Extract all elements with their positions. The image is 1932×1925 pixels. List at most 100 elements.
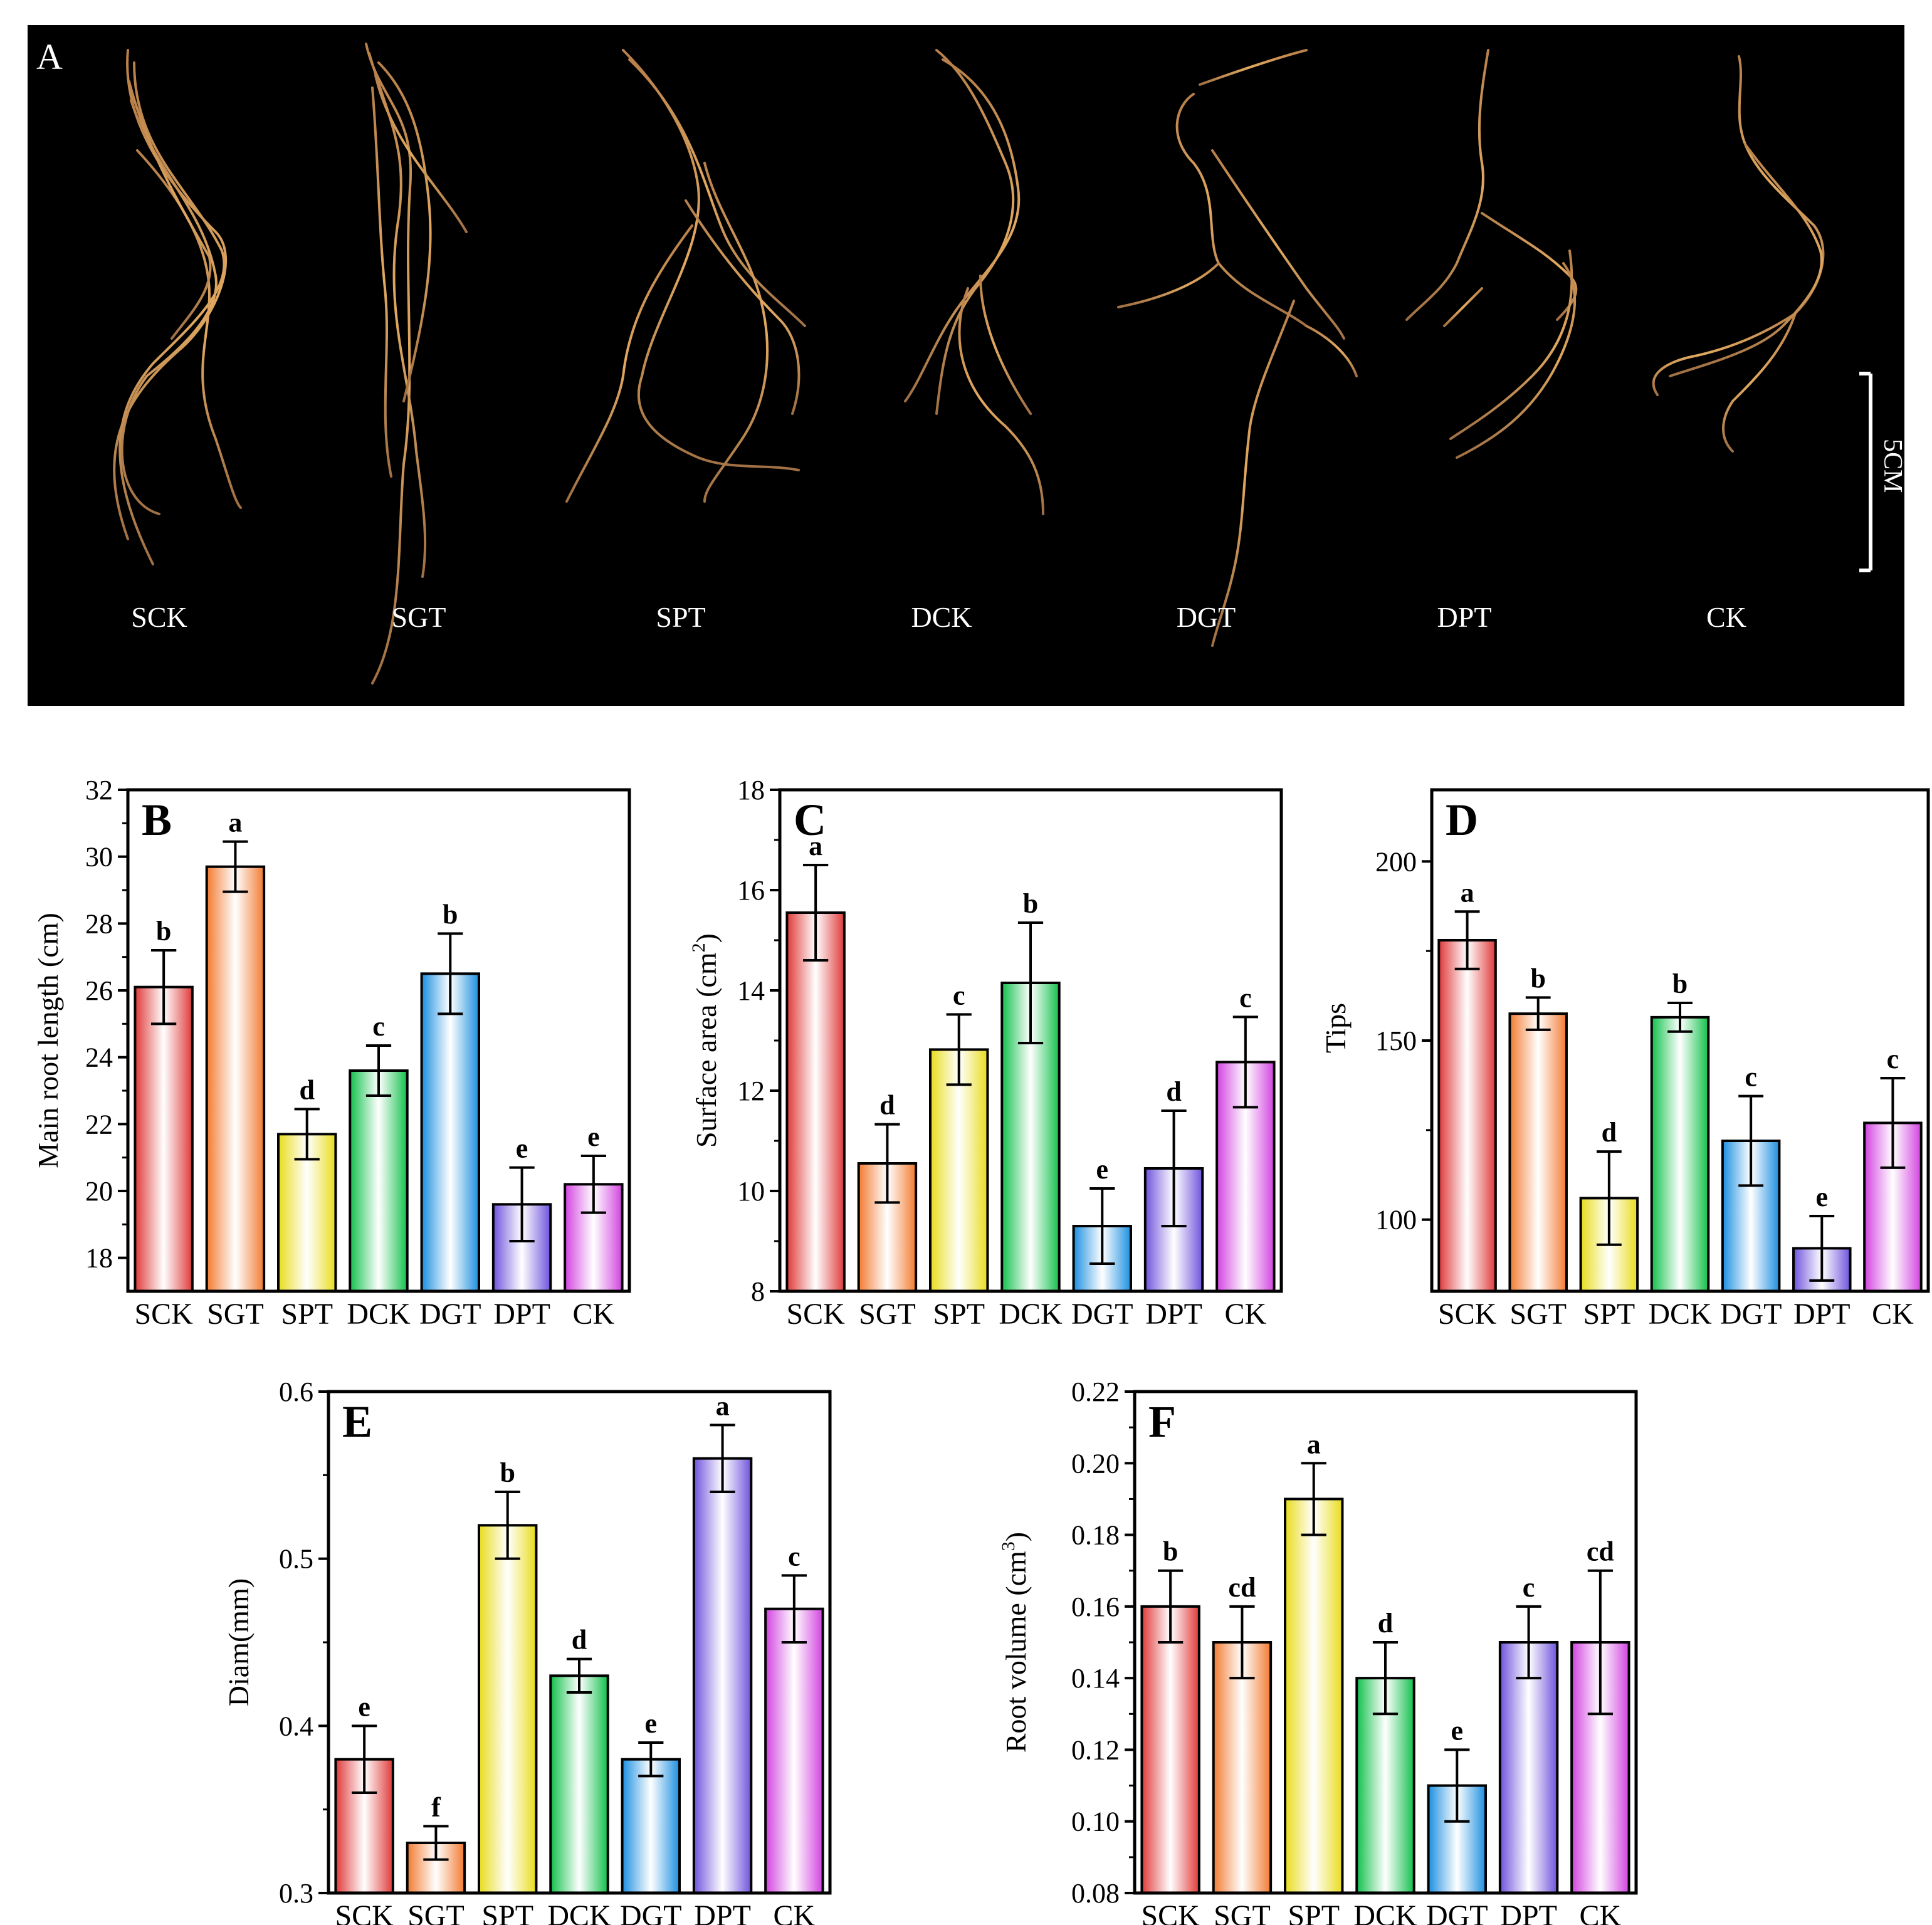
x-tick-label: SPT: [281, 1298, 333, 1331]
x-tick-label: SPT: [1288, 1899, 1340, 1925]
y-tick-label: 18: [737, 775, 765, 805]
y-tick-label: 12: [737, 1076, 765, 1106]
root-specimen-2: [365, 43, 468, 685]
x-tick-label: SPT: [1583, 1298, 1635, 1331]
significance-letter: d: [1378, 1608, 1393, 1639]
x-tick-label: DPT: [1145, 1298, 1202, 1331]
y-tick-label: 0.14: [1071, 1663, 1120, 1694]
x-tick-label: DGT: [620, 1899, 682, 1925]
photo-sample-label: SPT: [656, 601, 705, 633]
significance-letter: b: [1163, 1536, 1178, 1567]
y-tick-label: 0.3: [279, 1878, 313, 1909]
bar-dgt: [621, 1758, 681, 1895]
photo-sample-label: DCK: [911, 601, 972, 633]
y-tick-label: 24: [85, 1042, 113, 1073]
x-tick-label: SCK: [134, 1298, 193, 1331]
significance-letter: e: [587, 1121, 600, 1152]
x-tick-label: CK: [573, 1298, 615, 1331]
x-tick-label: DCK: [547, 1899, 611, 1925]
bar-dpt: [1143, 1167, 1204, 1293]
panel-letter: D: [1446, 795, 1478, 845]
photo-panel-label: A: [36, 36, 63, 77]
significance-letter: c: [1887, 1044, 1899, 1074]
photo-sample-label: DGT: [1177, 601, 1236, 633]
x-tick-label: SPT: [933, 1298, 985, 1331]
y-axis-label: Surface area (cm2): [688, 933, 722, 1148]
y-tick-label: 0.4: [279, 1711, 313, 1741]
y-tick-label: 100: [1375, 1205, 1417, 1235]
significance-letter: e: [1451, 1715, 1464, 1746]
x-tick-label: SCK: [1438, 1298, 1497, 1331]
significance-letter: b: [1530, 963, 1545, 994]
bar-sck: [785, 911, 846, 1293]
x-tick-label: SGT: [1214, 1899, 1271, 1925]
y-tick-label: 0.6: [279, 1377, 313, 1407]
chart-panel-d: a SCK b SGT d SPT b DCK c DGT e DPT c CK 100 150 200 D Tip…: [1320, 788, 1930, 1331]
y-tick-label: 0.12: [1071, 1734, 1120, 1765]
root-photo-panel: A: [28, 25, 1907, 706]
bar-spt: [1284, 1498, 1344, 1894]
bar-sgt: [205, 865, 266, 1293]
x-tick-label: CK: [1225, 1298, 1267, 1331]
x-tick-label: DPT: [1500, 1899, 1557, 1925]
bar-sck: [134, 985, 194, 1293]
x-tick-label: SCK: [335, 1899, 394, 1925]
y-axis-label: Root volume (cm3): [998, 1532, 1032, 1753]
significance-letter: a: [228, 807, 242, 838]
significance-letter: e: [1096, 1154, 1109, 1185]
significance-letter: c: [372, 1011, 385, 1042]
chart-panel-e: e SCK f SGT b SPT d DCK e DGT a DPT c CK 0.3 0.4 0.5 0.6 E…: [223, 1377, 832, 1925]
significance-letter: e: [645, 1708, 658, 1739]
root-specimen-3: [565, 49, 806, 503]
y-tick-label: 0.16: [1071, 1592, 1120, 1622]
x-tick-label: DGT: [419, 1298, 481, 1331]
y-axis-label-superscript: 2: [688, 943, 709, 952]
significance-letter: c: [1745, 1062, 1757, 1093]
x-tick-label: SGT: [859, 1298, 916, 1331]
significance-letter: d: [572, 1625, 587, 1655]
bar-dgt: [420, 972, 480, 1293]
x-tick-label: SCK: [786, 1298, 845, 1331]
bar-spt: [478, 1524, 538, 1895]
y-tick-label: 22: [85, 1109, 113, 1140]
scale-bar: [1859, 372, 1872, 572]
chart-panel-c: a SCK d SGT c SPT b DCK e DGT d DPT c CK 8 10 12 14 16 18 C S…: [688, 775, 1283, 1331]
root-specimen-6: [1405, 49, 1578, 459]
y-axis-label-end: ): [690, 933, 722, 943]
y-tick-label: 16: [737, 875, 765, 906]
x-tick-label: DPT: [1793, 1298, 1851, 1331]
y-tick-label: 8: [751, 1276, 765, 1307]
scale-bar-label: 5CM: [1878, 439, 1904, 493]
significance-letter: d: [299, 1074, 314, 1105]
panel-letter: B: [142, 795, 172, 845]
root-specimen-5: [1117, 49, 1358, 647]
bar-dck: [1650, 1015, 1710, 1293]
plot-frame: [126, 788, 631, 1293]
panel-letter: C: [794, 795, 826, 845]
root-specimen-7: [1652, 55, 1825, 453]
y-tick-label: 18: [85, 1243, 113, 1274]
root-specimens: [113, 43, 1825, 685]
x-tick-label: DCK: [1648, 1298, 1712, 1331]
significance-letter: a: [1307, 1429, 1321, 1459]
x-tick-label: DCK: [999, 1298, 1063, 1331]
significance-letter: e: [516, 1133, 528, 1164]
significance-letter: a: [716, 1390, 730, 1421]
y-tick-label: 14: [737, 975, 765, 1006]
x-tick-label: DGT: [1071, 1298, 1133, 1331]
y-tick-label: 32: [85, 775, 113, 805]
root-photo-image: A: [36, 36, 1907, 685]
x-tick-label: DGT: [1426, 1899, 1488, 1925]
panel-letter: E: [342, 1397, 372, 1447]
y-axis-label: Diam(mm): [223, 1578, 255, 1706]
significance-letter: b: [1672, 968, 1688, 999]
significance-letter: f: [431, 1791, 441, 1822]
significance-letter: c: [788, 1541, 801, 1571]
significance-letter: d: [1602, 1117, 1617, 1148]
y-tick-label: 200: [1375, 846, 1417, 877]
significance-letter: c: [1239, 982, 1252, 1013]
x-tick-label: CK: [1580, 1899, 1622, 1925]
significance-letter: a: [1461, 877, 1474, 908]
photo-sample-labels: SCK SGT SPT DCK DGT DPT CK: [131, 601, 1746, 633]
bar-sgt: [1212, 1641, 1273, 1894]
